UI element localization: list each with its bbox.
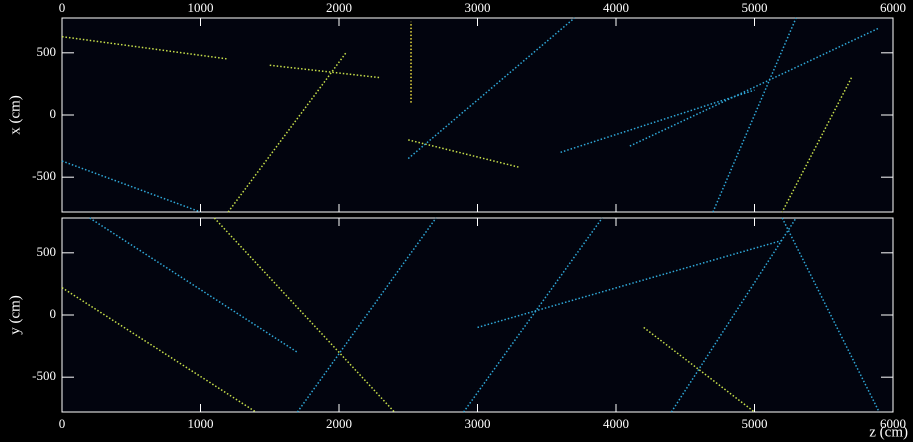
y-tick-label: -500 xyxy=(32,368,56,383)
y-axis-label: y (cm) xyxy=(7,295,23,335)
x-tick-label: 4000 xyxy=(603,0,629,15)
y-tick-label: 500 xyxy=(37,44,57,59)
x-tick-label: 5000 xyxy=(742,0,768,15)
x-tick-label: 4000 xyxy=(603,416,629,431)
x-tick-label: 3000 xyxy=(465,416,491,431)
x-tick-label: 0 xyxy=(59,0,66,15)
event-display: -50005000100020003000400050006000x (cm)-… xyxy=(0,0,913,442)
plot-frame xyxy=(62,18,893,212)
x-axis-label: z (cm) xyxy=(869,424,908,440)
x-tick-label: 5000 xyxy=(742,416,768,431)
y-tick-label: 0 xyxy=(50,106,57,121)
x-tick-label: 6000 xyxy=(880,0,906,15)
x-tick-label: 1000 xyxy=(188,0,214,15)
x-tick-label: 2000 xyxy=(326,0,352,15)
y-axis-label: x (cm) xyxy=(7,95,23,135)
y-tick-label: 500 xyxy=(37,244,57,259)
plot-frame xyxy=(62,218,893,412)
x-tick-label: 2000 xyxy=(326,416,352,431)
y-tick-label: 0 xyxy=(50,306,57,321)
x-tick-label: 0 xyxy=(59,416,66,431)
x-tick-label: 3000 xyxy=(465,0,491,15)
y-tick-label: -500 xyxy=(32,168,56,183)
x-tick-label: 1000 xyxy=(188,416,214,431)
